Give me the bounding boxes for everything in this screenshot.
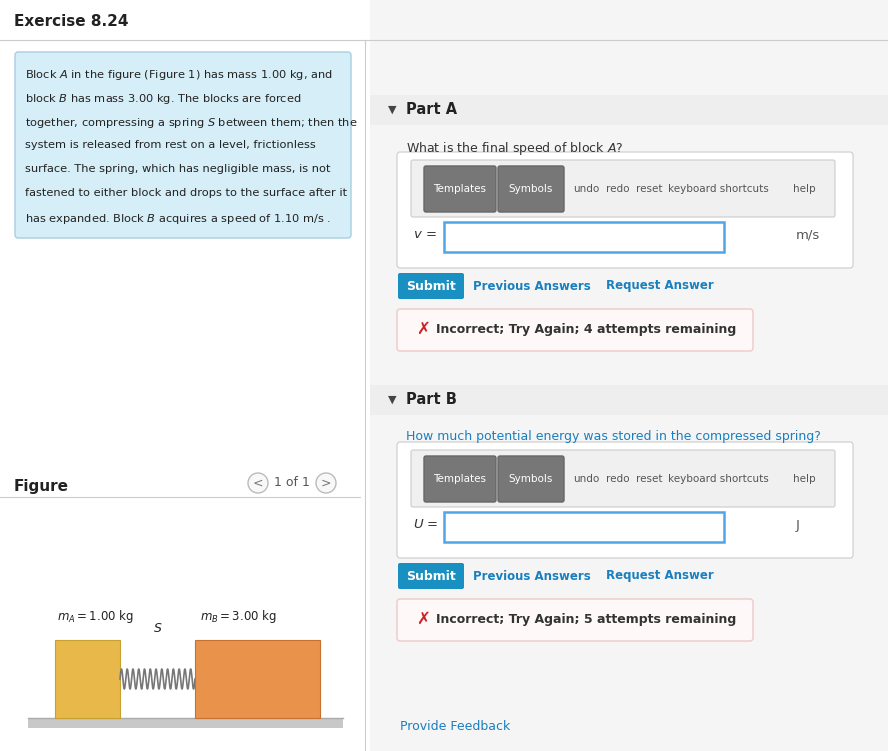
Text: help: help: [793, 184, 815, 194]
Text: Part B: Part B: [406, 393, 456, 408]
Bar: [55, 640, 120, 718]
Text: Figure: Figure: [14, 478, 69, 493]
Text: ✗: ✗: [416, 610, 430, 628]
Text: keyboard shortcuts: keyboard shortcuts: [668, 184, 769, 194]
Text: help: help: [793, 474, 815, 484]
FancyBboxPatch shape: [498, 166, 564, 212]
Text: system is released from rest on a level, frictionless: system is released from rest on a level,…: [25, 140, 316, 150]
Text: fastened to either block and drops to the surface after it: fastened to either block and drops to th…: [25, 188, 347, 198]
Text: J: J: [796, 518, 800, 532]
Text: Previous Answers: Previous Answers: [473, 279, 591, 292]
FancyBboxPatch shape: [444, 512, 724, 542]
Text: redo: redo: [606, 184, 630, 194]
FancyBboxPatch shape: [398, 563, 464, 589]
Bar: [195, 640, 320, 718]
FancyBboxPatch shape: [424, 456, 496, 502]
Text: ✗: ✗: [416, 320, 430, 338]
Text: Part A: Part A: [406, 102, 457, 117]
FancyBboxPatch shape: [411, 160, 835, 217]
FancyBboxPatch shape: [411, 450, 835, 507]
Text: $S$: $S$: [153, 622, 163, 635]
Text: Symbols: Symbols: [509, 474, 553, 484]
FancyBboxPatch shape: [498, 456, 564, 502]
Text: Symbols: Symbols: [509, 184, 553, 194]
Text: Templates: Templates: [433, 474, 487, 484]
Text: Request Answer: Request Answer: [606, 569, 714, 583]
Text: together, compressing a spring $S$ between them; then the: together, compressing a spring $S$ betwe…: [25, 116, 358, 130]
FancyBboxPatch shape: [397, 309, 753, 351]
Bar: [370, 0, 888, 751]
Text: Previous Answers: Previous Answers: [473, 569, 591, 583]
Text: <: <: [253, 476, 263, 490]
Text: block $\mathit{B}$ has mass 3.00 kg. The blocks are forced: block $\mathit{B}$ has mass 3.00 kg. The…: [25, 92, 301, 106]
Circle shape: [248, 473, 268, 493]
Text: How much potential energy was stored in the compressed spring?: How much potential energy was stored in …: [406, 430, 821, 443]
Bar: [28, 718, 343, 728]
Text: ▼: ▼: [388, 105, 397, 115]
Text: reset: reset: [636, 474, 662, 484]
Text: surface. The spring, which has negligible mass, is not: surface. The spring, which has negligibl…: [25, 164, 330, 174]
Bar: [370, 40, 888, 751]
Text: $m_B = 3.00$ kg: $m_B = 3.00$ kg: [200, 608, 277, 625]
Text: Incorrect; Try Again; 4 attempts remaining: Incorrect; Try Again; 4 attempts remaini…: [436, 322, 736, 336]
FancyBboxPatch shape: [15, 52, 351, 238]
Text: Provide Feedback: Provide Feedback: [400, 720, 511, 733]
Text: What is the final speed of block $\mathit{A}$?: What is the final speed of block $\mathi…: [406, 140, 623, 157]
FancyBboxPatch shape: [397, 599, 753, 641]
Text: Exercise 8.24: Exercise 8.24: [14, 14, 129, 29]
Text: Templates: Templates: [433, 184, 487, 194]
Text: $U$ =: $U$ =: [413, 518, 439, 532]
Text: $v$ =: $v$ =: [413, 228, 437, 242]
FancyBboxPatch shape: [398, 273, 464, 299]
Text: Submit: Submit: [406, 569, 456, 583]
Bar: [370, 95, 888, 125]
Text: has expanded. Block $\mathit{B}$ acquires a speed of 1.10 m/s .: has expanded. Block $\mathit{B}$ acquire…: [25, 212, 331, 226]
Text: ▼: ▼: [388, 395, 397, 405]
Text: Request Answer: Request Answer: [606, 279, 714, 292]
Text: >: >: [321, 476, 331, 490]
Text: undo: undo: [573, 474, 599, 484]
FancyBboxPatch shape: [424, 166, 496, 212]
Text: Incorrect; Try Again; 5 attempts remaining: Incorrect; Try Again; 5 attempts remaini…: [436, 613, 736, 626]
Text: undo: undo: [573, 184, 599, 194]
Text: redo: redo: [606, 474, 630, 484]
FancyBboxPatch shape: [397, 152, 853, 268]
Text: Submit: Submit: [406, 279, 456, 292]
Text: Block $\mathit{A}$ in the figure (Figure 1) has mass 1.00 kg, and: Block $\mathit{A}$ in the figure (Figure…: [25, 68, 333, 82]
Text: $m_A = 1.00$ kg: $m_A = 1.00$ kg: [57, 608, 134, 625]
Text: 1 of 1: 1 of 1: [274, 476, 310, 490]
Text: m/s: m/s: [796, 228, 821, 242]
Text: reset: reset: [636, 184, 662, 194]
Circle shape: [316, 473, 336, 493]
Text: keyboard shortcuts: keyboard shortcuts: [668, 474, 769, 484]
FancyBboxPatch shape: [397, 442, 853, 558]
Bar: [370, 385, 888, 415]
FancyBboxPatch shape: [444, 222, 724, 252]
